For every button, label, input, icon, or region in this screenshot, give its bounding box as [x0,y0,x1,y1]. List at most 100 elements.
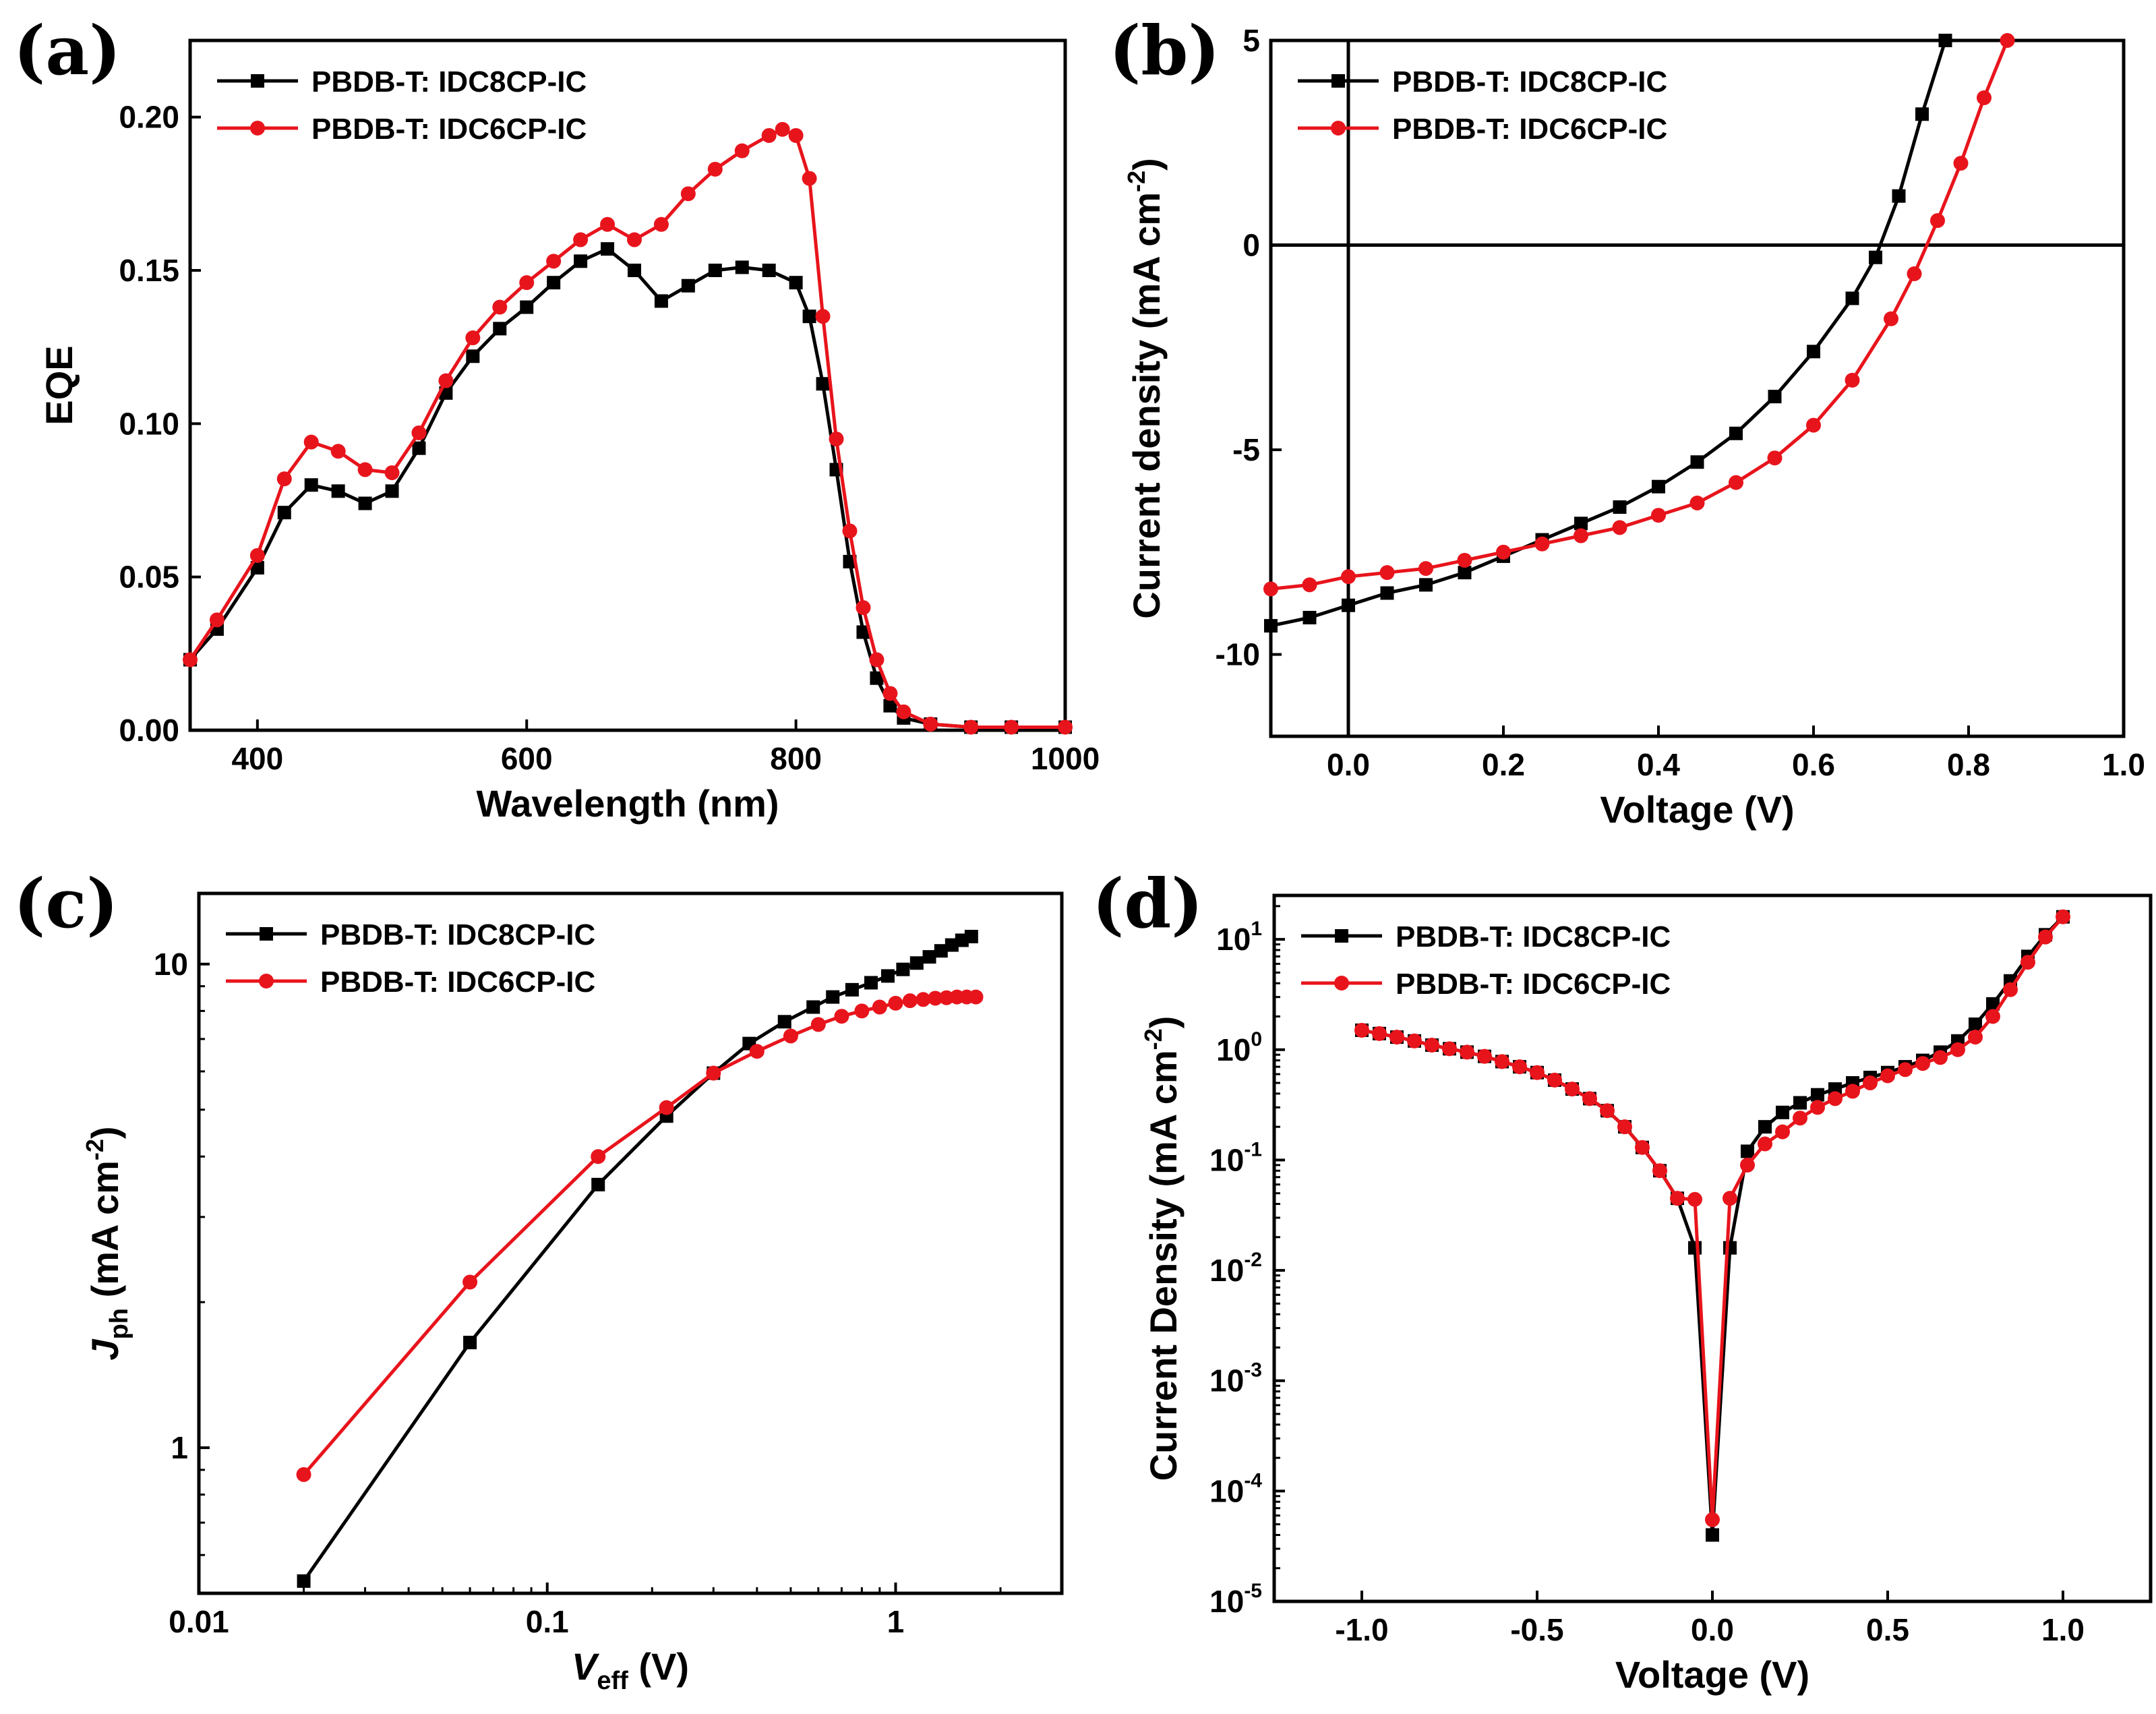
data-point-square [1811,1088,1824,1102]
data-point-circle [734,143,750,158]
data-point-circle [834,1009,849,1024]
data-point-square [1574,516,1588,531]
data-point-circle [788,127,804,143]
data-point-square [520,300,534,314]
data-point-circle [1810,1100,1825,1115]
data-point-circle [249,548,265,563]
x-tick-label: 800 [770,741,822,776]
y-tick-label: -5 [1232,432,1260,467]
data-point-square [1302,610,1317,624]
data-point-circle [303,434,319,450]
data-point-circle [1004,719,1019,735]
data-point-circle [2056,909,2070,924]
plot-frame [188,38,1067,732]
series-idc6cp-ic [1354,909,2070,1527]
y-tick-label: 10 [154,947,188,982]
x-tick-label: 600 [501,741,553,776]
data-point-square [735,260,749,274]
data-point-circle [1379,565,1395,581]
series-idc6cp-ic [1263,33,2015,597]
data-point-circle [1372,1026,1387,1041]
data-point-square [789,276,803,290]
data-point-square [1458,566,1472,580]
data-point-square [806,1000,820,1014]
y-tick-label: 0 [1242,228,1260,263]
data-point-circle [749,1044,765,1059]
data-point-circle [591,1149,606,1164]
y-axis-title: EQE [38,345,80,425]
data-point-square [816,377,830,391]
data-point-circle [1418,561,1433,577]
data-point-circle [856,600,871,616]
x-axis-title: Wavelength (nm) [476,782,779,825]
legend-label: PBDB-T: IDC6CP-IC [311,113,587,146]
y-tick-label: 10-1 [1209,1138,1262,1177]
series-line [302,935,972,1583]
data-point-circle [1635,1140,1650,1155]
x-axis-title: Voltage (V) [1600,788,1794,831]
x-axis-title: Voltage (V) [1615,1653,1809,1696]
data-point-circle [357,462,373,477]
data-point-circle [1612,520,1627,535]
data-point-square [358,496,372,510]
legend-marker-square [251,74,264,88]
data-point-square [331,484,345,498]
legend-marker-circle [1334,976,1349,991]
x-tick-label: 1.0 [2102,747,2145,782]
legend-marker-circle [1331,121,1346,136]
data-point-square [870,671,884,685]
data-point-square [1776,1105,1789,1119]
data-point-square [856,625,870,639]
legend-label: PBDB-T: IDC8CP-IC [1392,65,1667,98]
data-point-square [1969,1017,1982,1032]
data-point-square [297,1574,311,1588]
y-axis-title: Current density (mA cm-2) [1122,158,1168,618]
data-point-square [601,242,615,256]
data-point-circle [1863,1075,1878,1091]
data-point-circle [2038,929,2053,945]
data-point-circle [1425,1037,1439,1053]
data-point-circle [1442,1041,1457,1057]
y-tick-label: 100 [1216,1028,1262,1067]
data-point-circle [1968,1030,1983,1045]
data-point-circle [888,995,903,1011]
x-tick-label: 0.0 [1327,747,1370,782]
data-point-square [896,962,910,976]
data-point-circle [438,373,454,388]
y-axis-title: Current Density (mA cm-2) [1139,1016,1185,1481]
data-point-circle [1845,1084,1860,1099]
series-idc6cp-ic [183,121,1073,735]
data-point-circle [829,432,844,447]
y-tick-label: 101 [1216,918,1262,957]
data-point-square [627,264,641,277]
series-idc6cp-ic [296,989,984,1482]
data-point-circle [1985,1009,2000,1024]
data-point-circle [573,232,589,247]
data-point-circle [1302,577,1317,593]
x-tick-label: 1 [887,1604,905,1639]
legend: PBDB-T: IDC8CP-IC PBDB-T: IDC6CP-IC [226,918,595,999]
data-point-square [864,976,878,990]
y-tick-label: 10-3 [1209,1359,1262,1398]
legend-label: PBDB-T: IDC8CP-IC [311,65,587,98]
data-point-circle [902,993,918,1009]
data-point-circle [411,425,427,440]
x-tick-label: 400 [231,741,283,776]
data-point-square [1892,189,1906,203]
data-point-circle [1652,1163,1667,1179]
data-point-circle [1354,1022,1369,1038]
data-point-square [802,309,816,324]
data-point-square [934,944,948,958]
data-point-circle [1845,372,1860,388]
x-tick-label: 0.5 [1866,1612,1909,1647]
y-tick-label: 0.15 [119,253,179,288]
series-line [1270,40,2009,591]
data-point-square [547,276,561,290]
data-point-circle [546,254,562,269]
data-point-circle [276,471,292,487]
plot-frame [1269,38,2126,738]
data-point-square [1264,619,1278,633]
data-point-circle [1495,1054,1509,1069]
data-point-square [277,506,291,520]
